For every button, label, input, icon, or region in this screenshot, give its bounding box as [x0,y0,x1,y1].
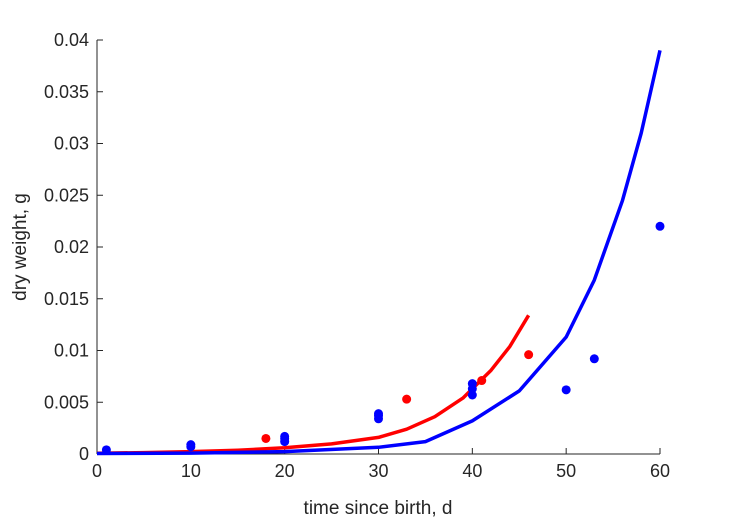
y-tick-label: 0.035 [44,82,89,102]
y-axis-label: dry weight, g [10,193,31,301]
y-tick-label: 0.03 [54,134,89,154]
y-tick-label: 0.025 [44,185,89,205]
x-tick-label: 0 [92,461,102,481]
y-tick-label: 0.02 [54,237,89,257]
x-tick-label: 10 [181,461,201,481]
x-tick-label: 40 [462,461,482,481]
fit-curve [96,314,531,455]
data-point [280,431,290,441]
y-tick-label: 0.04 [54,30,89,50]
x-tick-label: 20 [275,461,295,481]
data-point [467,390,477,400]
data-point [402,394,412,404]
data-point [374,409,383,419]
data-point [655,221,665,231]
data-point [589,354,599,364]
y-tick-label: 0.01 [54,341,89,361]
data-point [467,379,477,389]
x-tick-label: 60 [650,461,670,481]
fit-curve [96,50,662,456]
x-axis-label: time since birth, d [304,498,453,519]
y-tick-label: 0 [79,444,89,464]
data-point [561,385,571,395]
x-tick-label: 30 [368,461,388,481]
axes [96,39,661,455]
data-points [101,221,665,455]
data-point [186,440,196,450]
data-point [477,376,487,386]
data-point [101,445,111,455]
y-tick-label: 0.005 [44,392,89,412]
data-point [261,433,271,443]
x-tick-label: 50 [556,461,576,481]
data-point [524,350,534,360]
tick-labels: 0 10 20 30 40 50 60 0 0.005 0.01 0.015 0.02 0.025 0.0… [44,30,670,481]
y-tick-label: 0.015 [44,289,89,309]
series-lines [96,50,662,456]
